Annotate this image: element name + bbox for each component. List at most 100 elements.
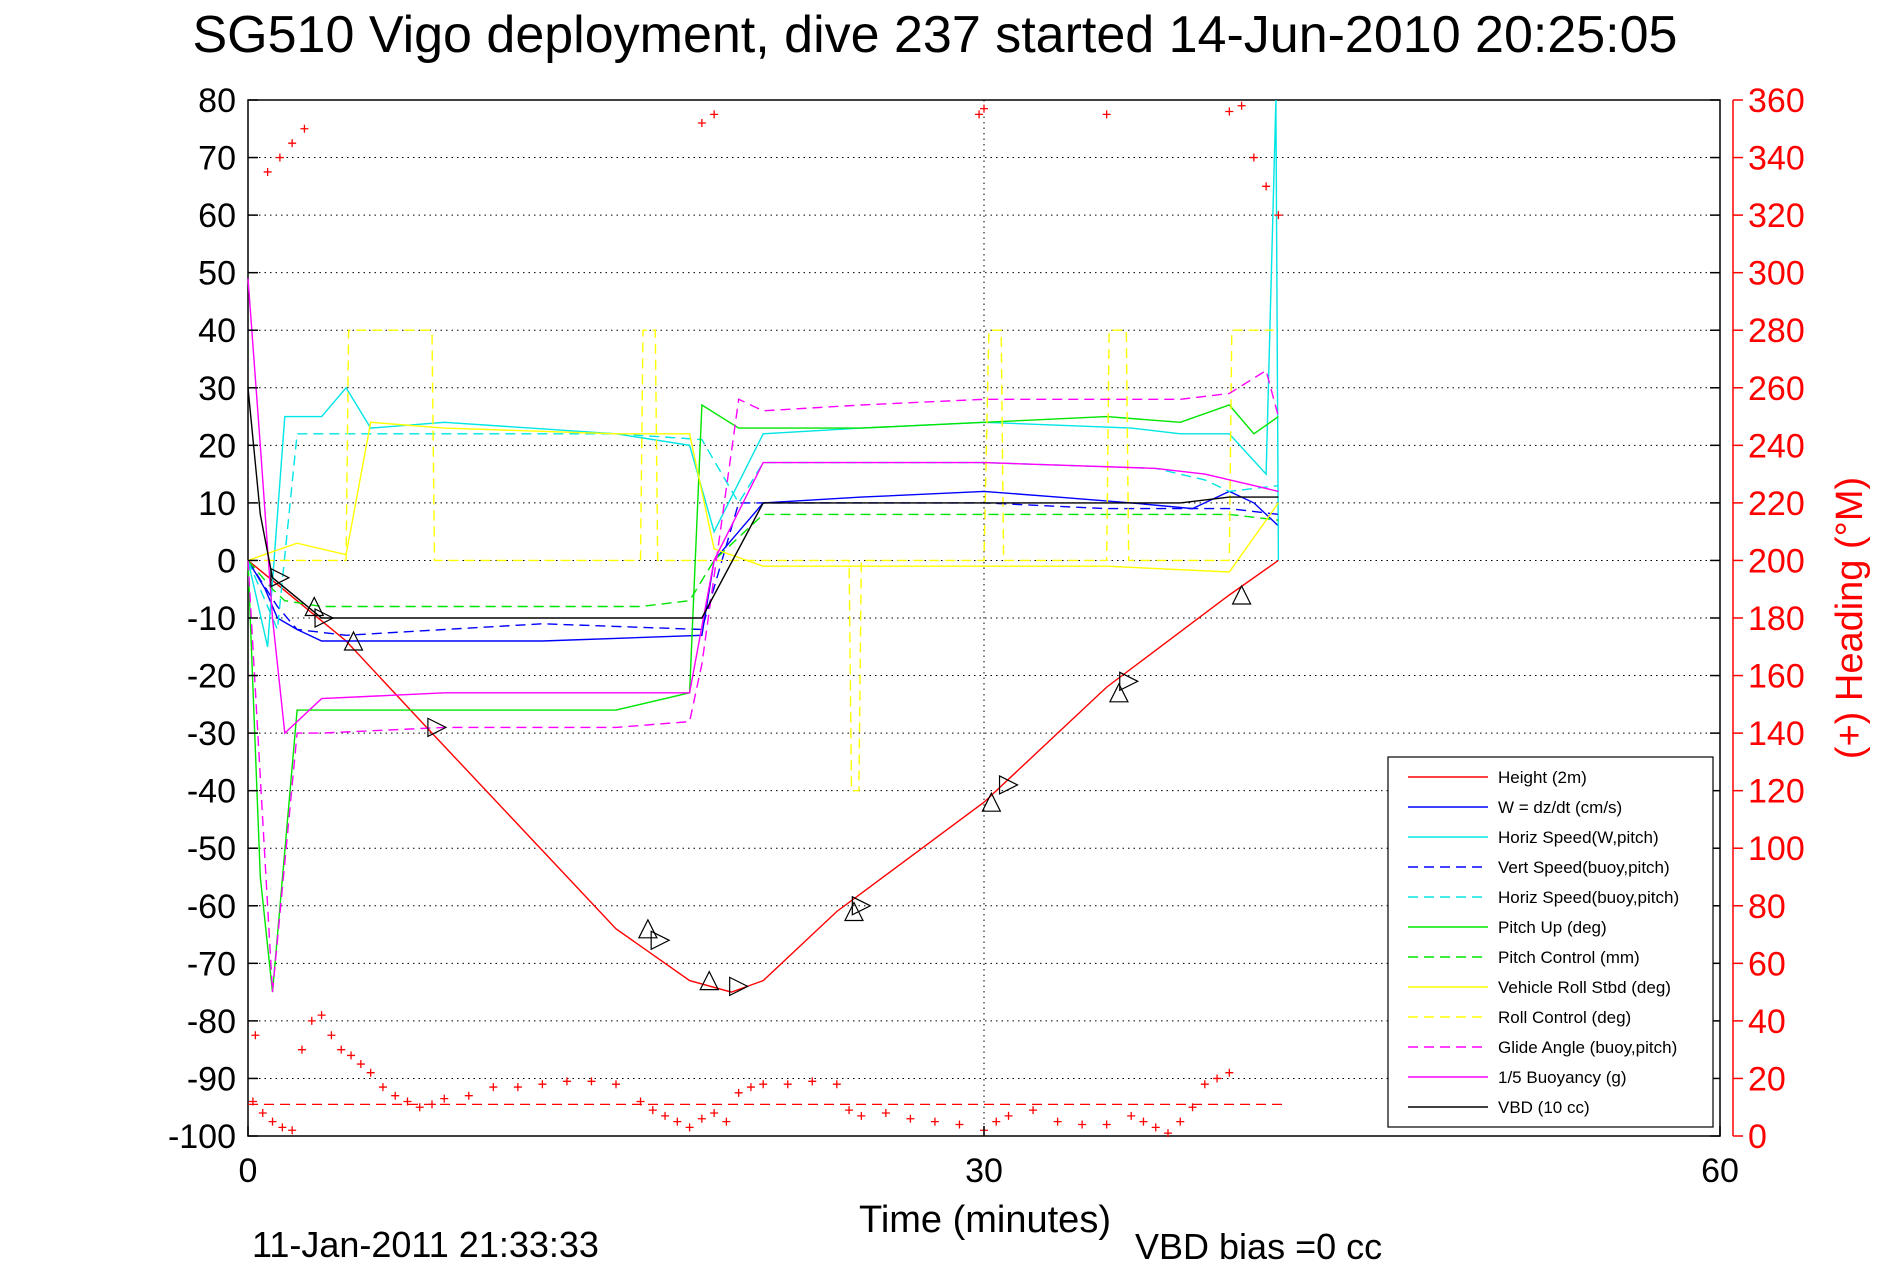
y-right-tick-label-2: 320 [1748,197,1805,235]
y-tick-label-6: 20 [198,427,236,465]
heading-point-34 [734,1088,743,1097]
triangle-marker-5 [637,918,658,939]
heading-point-29 [673,1117,682,1126]
heading-point-47 [992,1117,1001,1126]
heading-point-66 [300,124,309,133]
footer-timestamp: 11-Jan-2011 21:33:33 [252,1224,599,1262]
heading-point-40 [845,1106,854,1115]
heading-point-58 [1188,1103,1197,1112]
y-tick-label-17: -90 [187,1060,236,1098]
heading-point-63 [263,167,272,176]
y-right-tick-label-14: 80 [1748,888,1786,926]
y-right-tick-label-16: 40 [1748,1003,1786,1041]
heading-point-9 [337,1045,346,1054]
heading-point-44 [930,1117,939,1126]
y-right-tick-label-5: 260 [1748,370,1805,408]
y-axis-ticks: 80 70 60 50 40 30 20 10 0 -10 -20 -30 -40 -50 -60 -70 -8… [168,82,258,1156]
heading-point-39 [832,1080,841,1089]
y-tick-label-14: -60 [187,888,236,926]
y-right-tick-label-17: 20 [1748,1060,1786,1098]
series-line-2 [247,99,1280,647]
heading-point-23 [562,1077,571,1086]
legend-label-3: Vert Speed(buoy,pitch) [1498,858,1670,877]
y-right-tick-label-4: 280 [1748,312,1805,350]
y-tick-label-5: 30 [198,370,236,408]
series-line-8 [248,329,1274,792]
chart-title: SG510 Vigo deployment, dive 237 started … [193,6,1678,64]
heading-point-35 [746,1083,755,1092]
series-line-5 [247,403,1279,993]
heading-point-71 [1102,110,1111,119]
series-line-10 [247,278,1279,735]
heading-point-55 [1151,1123,1160,1132]
heading-point-13 [378,1083,387,1092]
legend-label-9: Glide Angle (buoy,pitch) [1498,1038,1677,1057]
heading-point-16 [415,1103,424,1112]
legend-label-6: Pitch Control (mm) [1498,948,1640,967]
heading-point-11 [356,1060,365,1069]
triangle-marker-14 [1119,671,1140,692]
y-right-tick-label-3: 300 [1748,255,1805,293]
y-right-tick-label-13: 100 [1748,830,1805,868]
legend-label-8: Roll Control (deg) [1498,1008,1631,1027]
heading-point-50 [1053,1117,1062,1126]
legend-label-5: Pitch Up (deg) [1498,918,1607,937]
heading-point-43 [906,1114,915,1123]
legend-label-1: W = dz/dt (cm/s) [1498,798,1622,817]
y-right-tick-label-0: 360 [1748,82,1805,120]
legend: Height (2m) W = dz/dt (cm/s) Horiz Speed(W… [1387,756,1714,1128]
heading-point-10 [347,1051,356,1060]
series-line-3 [247,502,1279,637]
heading-point-73 [1237,101,1246,110]
heading-point-70 [980,104,988,113]
y-tick-label-4: 40 [198,312,236,350]
heading-point-52 [1102,1120,1111,1129]
x-axis-label: Time (minutes) [859,1199,1111,1241]
y-tick-label-1: 70 [198,140,236,178]
series-layer [247,99,1286,1105]
triangle-marker-11 [981,791,1002,812]
heading-point-20 [489,1083,498,1092]
heading-point-56 [1164,1129,1172,1138]
heading-point-19 [464,1091,473,1100]
y-right-axis-ticks: 3603403203002802602402202001801601401201… [1710,82,1805,1156]
x-tick-label-1: 30 [965,1152,1003,1190]
series-line-0 [247,559,1279,993]
heading-point-6 [307,1016,316,1025]
y-tick-label-10: -20 [187,658,236,696]
triangle-marker-2 [314,608,335,628]
heading-point-28 [661,1111,670,1120]
heading-point-45 [955,1120,964,1129]
heading-point-68 [710,110,719,119]
heading-layer [248,101,1283,1138]
legend-label-0: Height (2m) [1498,768,1587,787]
triangle-marker-8 [729,976,750,997]
y-right-tick-label-1: 340 [1748,140,1805,178]
heading-point-60 [1213,1074,1222,1083]
heading-point-31 [697,1114,706,1123]
triangle-marker-13 [1108,682,1129,703]
heading-point-5 [297,1045,306,1054]
heading-point-72 [1225,107,1234,116]
y-right-tick-label-9: 180 [1748,600,1805,638]
triangle-marker-6 [650,930,671,951]
y-tick-label-8: 0 [217,542,236,580]
y-tick-label-18: -100 [168,1118,236,1156]
triangle-marker-9 [844,901,864,922]
y-right-tick-label-12: 120 [1748,773,1805,811]
heading-point-18 [440,1094,449,1103]
heading-point-75 [1262,182,1271,191]
heading-point-59 [1200,1080,1209,1089]
triangle-marker-3 [343,630,364,651]
y-right-tick-label-6: 240 [1748,427,1805,465]
heading-point-4 [288,1126,297,1135]
triangle-marker-12 [998,774,1019,795]
triangle-marker-4 [427,717,448,738]
series-line-1 [247,490,1279,642]
legend-label-7: Vehicle Roll Stbd (deg) [1498,978,1671,997]
legend-label-11: VBD (10 cc) [1498,1098,1590,1117]
heading-point-48 [1004,1111,1013,1120]
heading-point-33 [722,1117,731,1126]
series-line-4 [247,433,1279,630]
